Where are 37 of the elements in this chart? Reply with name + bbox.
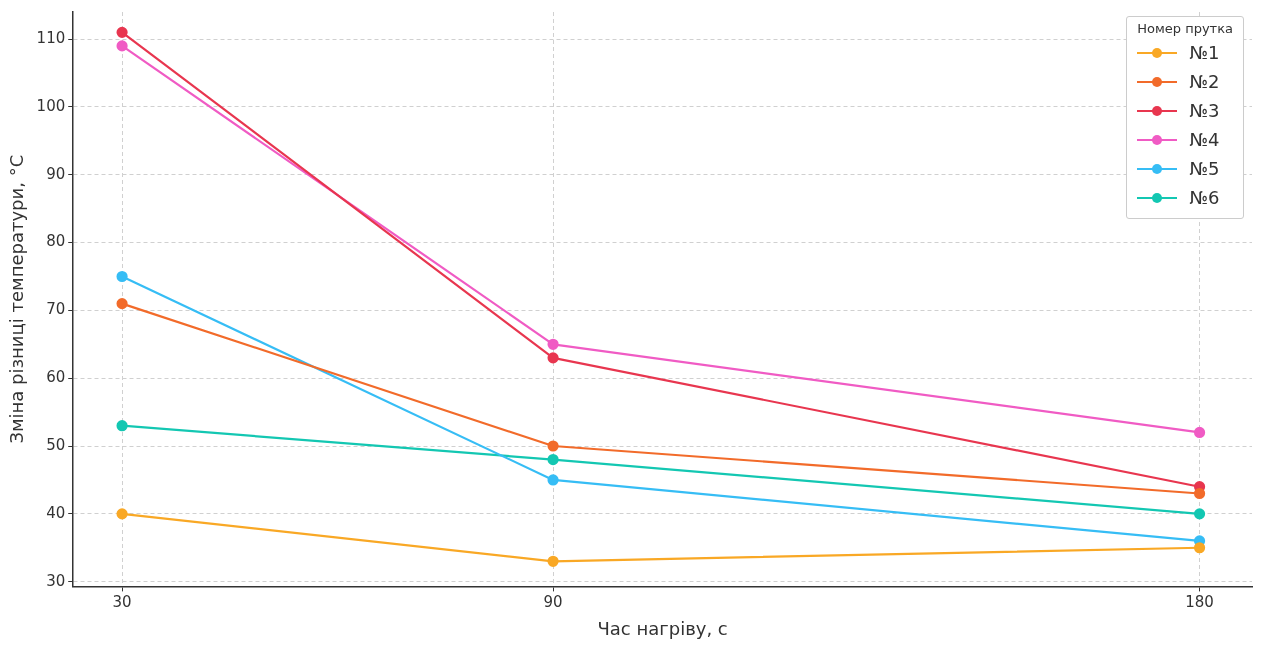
point [547, 338, 559, 350]
y-tick-label: 110 [36, 29, 66, 48]
y-tick-label: 80 [46, 232, 66, 251]
x-tick-label: 90 [543, 593, 563, 612]
x-tick-label: 30 [112, 593, 132, 612]
point [1193, 426, 1206, 439]
point [547, 474, 559, 486]
point [116, 40, 128, 52]
y-tick-label: 50 [46, 435, 66, 454]
point [1193, 508, 1206, 520]
point [547, 352, 559, 364]
point [547, 440, 559, 452]
point [116, 26, 128, 38]
legend-label: №5 [1189, 158, 1220, 179]
point [1193, 487, 1206, 500]
point [116, 420, 128, 432]
legend-label: №4 [1189, 129, 1220, 150]
point [547, 453, 559, 466]
y-tick-label: 70 [46, 300, 66, 319]
legend-label: №6 [1189, 187, 1220, 208]
y-tick-label: 60 [46, 368, 66, 387]
y-tick-label: 90 [46, 164, 66, 183]
y-axis-title: Зміна різниці температури, °C [6, 154, 28, 444]
point [116, 270, 128, 283]
legend-title: Номер прутка [1137, 21, 1233, 36]
y-tick-label: 30 [46, 571, 66, 590]
point [1193, 542, 1206, 554]
y-tick-label: 100 [36, 96, 66, 115]
point [116, 298, 128, 310]
x-axis-title: Час нагріву, с [597, 617, 728, 639]
point [547, 555, 559, 567]
point [116, 508, 128, 520]
legend-label: №2 [1189, 71, 1220, 92]
x-tick-label: 180 [1185, 593, 1214, 612]
legend-label: №3 [1189, 100, 1220, 121]
y-tick-label: 40 [46, 503, 66, 522]
legend-label: №1 [1189, 42, 1220, 63]
